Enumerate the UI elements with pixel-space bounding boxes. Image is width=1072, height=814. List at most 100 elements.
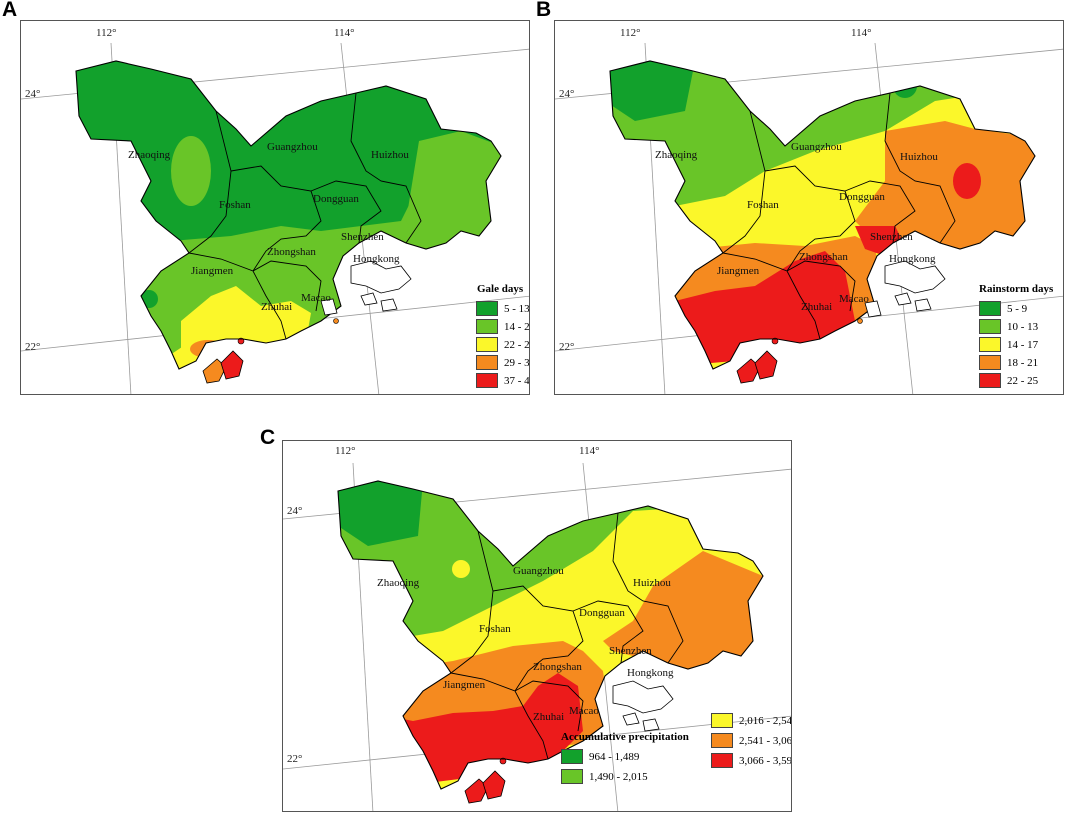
city-label-zhongshan: Zhongshan (533, 661, 582, 673)
legend-label: 14 - 17 (1007, 338, 1039, 351)
legend-item: 2,541 - 3,065 (711, 733, 792, 748)
legend-item: 18 - 21 (979, 355, 1038, 370)
city-label-jiangmen: Jiangmen (443, 679, 486, 691)
legend-label: 3,066 - 3,590 (739, 754, 792, 767)
city-label-zhuhai: Zhuhai (801, 301, 833, 313)
legend-item: 29 - 36 (476, 355, 530, 370)
legend-label: 22 - 28 (504, 338, 530, 351)
legend-label: 2,541 - 3,065 (739, 734, 792, 747)
gale-days-map: 112° 114° 24° 22° Zhaoqing Guangzhou Hui… (20, 20, 530, 395)
accumulative-precipitation-map-graphic (283, 462, 791, 811)
legend-item: 5 - 9 (979, 301, 1027, 316)
legend-swatch (476, 373, 498, 388)
legend-item: 22 - 25 (979, 373, 1038, 388)
rainstorm-days-map: 112° 114° 24° 22° Zhaoqing Guangzhou Hui… (554, 20, 1064, 395)
legend-title: Rainstorm days (979, 283, 1054, 295)
city-label-huizhou: Huizhou (633, 577, 671, 589)
legend-swatch (476, 355, 498, 370)
city-label-shenzhen: Shenzhen (341, 231, 384, 243)
city-label-zhaoqing: Zhaoqing (655, 149, 698, 161)
panel-c-letter: C (260, 426, 276, 449)
city-label-zhaoqing: Zhaoqing (377, 577, 420, 589)
legend-swatch (476, 319, 498, 334)
lon-label-112: 112° (335, 445, 356, 457)
city-label-zhuhai: Zhuhai (533, 711, 565, 723)
city-label-dongguan: Dongguan (579, 607, 625, 619)
legend-swatch (711, 733, 733, 748)
legend-label: 5 - 9 (1007, 302, 1028, 315)
lat-label-24: 24° (25, 88, 41, 100)
legend-item: 1,490 - 2,015 (561, 769, 648, 784)
legend-title: Accumulative precipitation (561, 731, 689, 743)
legend-title: Gale days (477, 283, 524, 295)
lat-label-22: 22° (559, 341, 575, 353)
legend-label: 10 - 13 (1007, 320, 1039, 333)
legend-label: 14 - 21 (504, 320, 530, 333)
city-label-guangzhou: Guangzhou (513, 565, 564, 577)
city-label-foshan: Foshan (747, 199, 779, 211)
city-label-huizhou: Huizhou (371, 149, 409, 161)
city-label-huizhou: Huizhou (900, 151, 938, 163)
city-label-hongkong: Hongkong (353, 253, 400, 265)
legend-label: 1,490 - 2,015 (589, 770, 648, 783)
lon-label-114: 114° (334, 27, 355, 39)
legend-swatch (561, 749, 583, 764)
rainstorm-days-map-graphic (555, 42, 1063, 394)
legend-swatch (979, 355, 1001, 370)
city-label-macao: Macao (839, 293, 869, 305)
legend-item: 22 - 28 (476, 337, 530, 352)
legend-item: 14 - 17 (979, 337, 1038, 352)
legend-item: 5 - 13 (476, 301, 530, 316)
lon-label-112: 112° (620, 27, 641, 39)
legend-label: 18 - 21 (1007, 356, 1039, 369)
legend-label: 2,016 - 2,540 (739, 714, 792, 727)
legend-label: 22 - 25 (1007, 374, 1039, 387)
city-label-guangzhou: Guangzhou (267, 141, 318, 153)
legend-swatch (979, 319, 1001, 334)
lat-label-22: 22° (25, 341, 41, 353)
legend-swatch (979, 301, 1001, 316)
legend-swatch (476, 337, 498, 352)
legend-item: 10 - 13 (979, 319, 1038, 334)
legend-item: 2,016 - 2,540 (711, 713, 792, 728)
legend-swatch (711, 753, 733, 768)
lon-label-114: 114° (851, 27, 872, 39)
legend-swatch (979, 373, 1001, 388)
legend-item: 37 - 44 (476, 373, 530, 388)
gale-days-map-graphic (21, 42, 529, 394)
city-label-guangzhou: Guangzhou (791, 141, 842, 153)
city-label-zhuhai: Zhuhai (261, 301, 293, 313)
panel-b-letter: B (536, 0, 552, 21)
city-label-zhongshan: Zhongshan (267, 246, 316, 258)
city-label-zhaoqing: Zhaoqing (128, 149, 171, 161)
city-label-dongguan: Dongguan (839, 191, 885, 203)
legend-item: 964 - 1,489 (561, 749, 639, 764)
legend-swatch (711, 713, 733, 728)
city-label-hongkong: Hongkong (889, 253, 936, 265)
legend-swatch (476, 301, 498, 316)
legend-swatch (561, 769, 583, 784)
city-label-hongkong: Hongkong (627, 667, 674, 679)
city-label-foshan: Foshan (479, 623, 511, 635)
city-label-macao: Macao (301, 292, 331, 304)
accumulative-precipitation-map: 112° 114° 24° 22° Zhaoqing Guangzhou Hui… (282, 440, 792, 812)
legend-item: 14 - 21 (476, 319, 530, 334)
city-label-shenzhen: Shenzhen (870, 231, 913, 243)
legend-label: 5 - 13 (504, 302, 530, 315)
lon-label-112: 112° (96, 27, 117, 39)
lon-label-114: 114° (579, 445, 600, 457)
city-label-shenzhen: Shenzhen (609, 645, 652, 657)
legend-label: 29 - 36 (504, 356, 530, 369)
city-label-macao: Macao (569, 705, 599, 717)
city-label-zhongshan: Zhongshan (799, 251, 848, 263)
city-label-dongguan: Dongguan (313, 193, 359, 205)
legend-label: 37 - 44 (504, 374, 530, 387)
panel-a-letter: A (2, 0, 18, 21)
city-label-jiangmen: Jiangmen (717, 265, 760, 277)
city-label-jiangmen: Jiangmen (191, 265, 234, 277)
legend-swatch (979, 337, 1001, 352)
legend-item: 3,066 - 3,590 (711, 753, 792, 768)
city-label-foshan: Foshan (219, 199, 251, 211)
lat-label-24: 24° (559, 88, 575, 100)
lat-label-24: 24° (287, 505, 303, 517)
